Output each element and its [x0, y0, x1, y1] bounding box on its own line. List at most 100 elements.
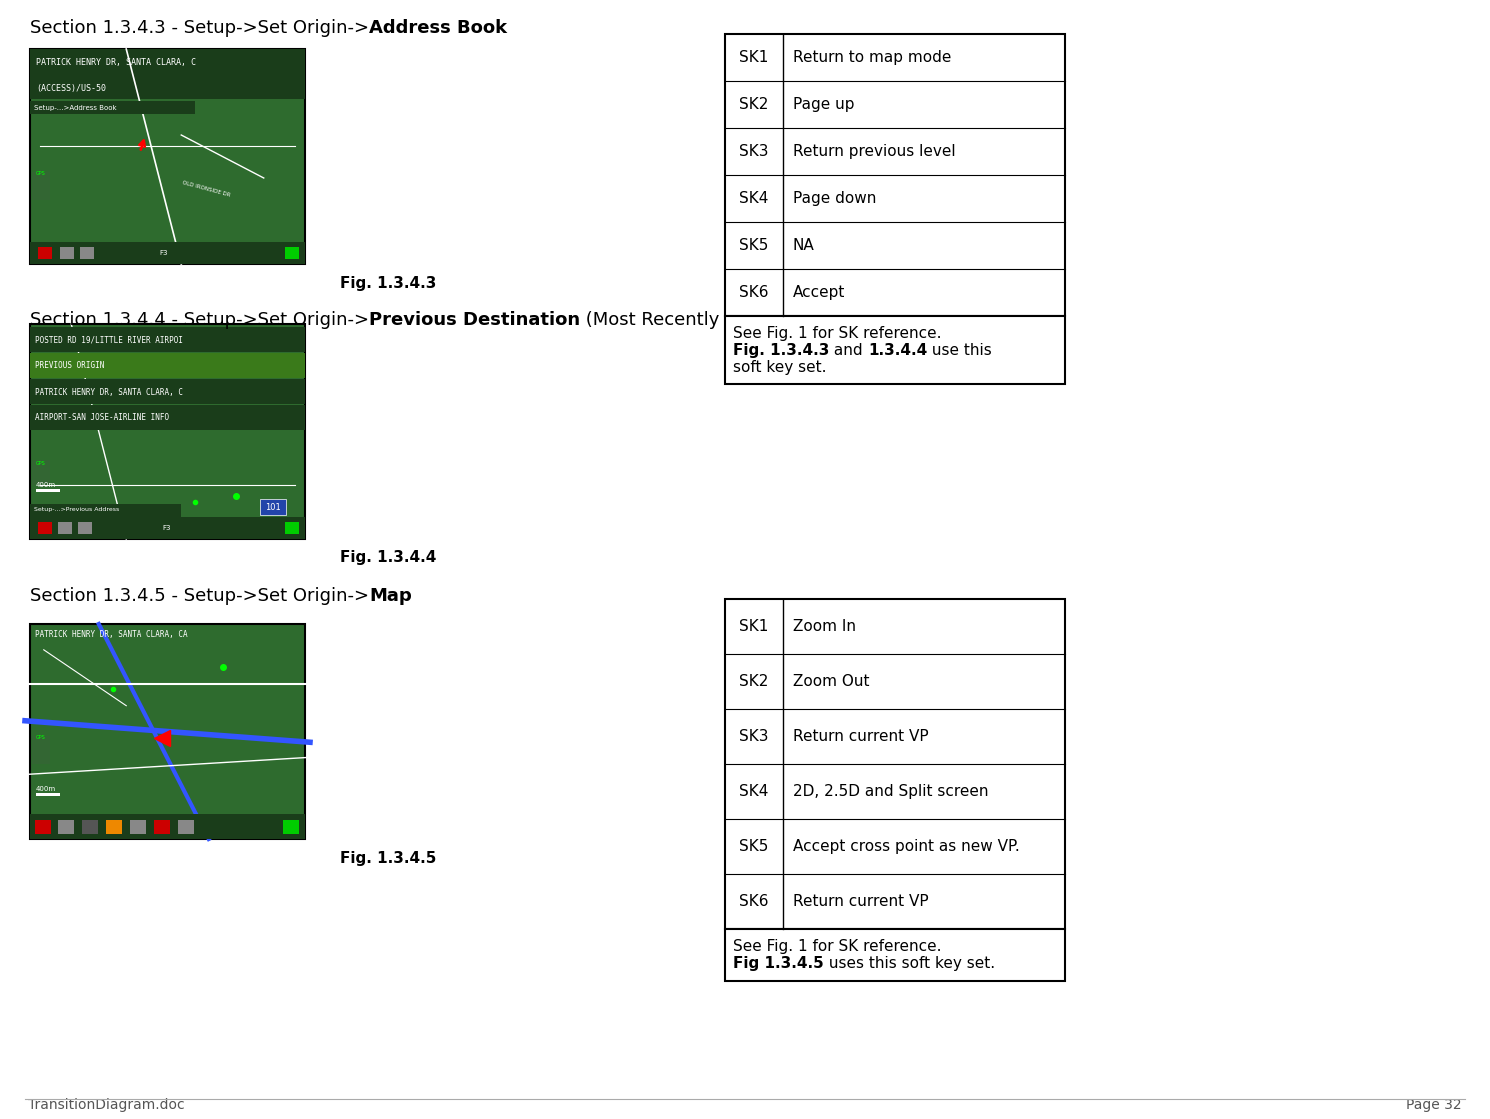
Text: 2D, 2.5D and Split screen: 2D, 2.5D and Split screen [793, 784, 988, 799]
Text: SK4: SK4 [739, 191, 769, 206]
Bar [39, 521, 52, 534]
Text: SK4: SK4 [739, 784, 769, 799]
Bar [82, 820, 98, 834]
Bar [36, 489, 60, 491]
Bar [31, 171, 51, 199]
Text: SK2: SK2 [739, 97, 769, 112]
Bar [30, 49, 305, 77]
Bar [153, 820, 170, 834]
Text: Page down: Page down [793, 191, 876, 206]
Bar [30, 325, 305, 539]
Text: Zoom In: Zoom In [793, 619, 855, 634]
Bar [60, 247, 74, 258]
Bar [30, 327, 305, 352]
Text: use this: use this [927, 344, 992, 358]
Bar [30, 77, 305, 98]
Bar [177, 820, 194, 834]
Bar [30, 49, 305, 264]
Bar [31, 460, 51, 486]
Text: Fig. 1.3.4.5: Fig. 1.3.4.5 [340, 852, 437, 866]
Text: GPS: GPS [36, 735, 46, 741]
Text: and: and [830, 344, 867, 358]
Bar [30, 379, 305, 404]
Bar [30, 242, 305, 264]
Text: Return previous level: Return previous level [793, 144, 955, 159]
Text: PATRICK HENRY DR, SANTA CLARA, CA: PATRICK HENRY DR, SANTA CLARA, CA [34, 630, 188, 639]
Text: SK5: SK5 [739, 238, 769, 253]
Text: F3: F3 [162, 525, 170, 532]
Bar [30, 517, 305, 539]
Text: See Fig. 1 for SK reference.: See Fig. 1 for SK reference. [733, 326, 942, 341]
Text: Section 1.3.4.3 - Setup->Set Origin->: Section 1.3.4.3 - Setup->Set Origin-> [30, 19, 370, 37]
Text: SK1: SK1 [739, 619, 769, 634]
Text: SK6: SK6 [739, 285, 769, 300]
Text: TransitionDiagram.doc: TransitionDiagram.doc [28, 1098, 185, 1112]
Text: Fig 1.3.4.5: Fig 1.3.4.5 [733, 956, 824, 971]
Text: (Most Recently Used Locations): (Most Recently Used Locations) [580, 311, 869, 329]
Text: Setup-...>Previous Address: Setup-...>Previous Address [34, 508, 119, 513]
Bar [30, 405, 305, 430]
Text: Page up: Page up [793, 97, 854, 112]
Bar [31, 736, 51, 764]
Text: Fig. 1.3.4.3: Fig. 1.3.4.3 [733, 344, 830, 358]
Text: GPS: GPS [36, 461, 46, 467]
Text: PATRICK HENRY DR, SANTA CLARA, C: PATRICK HENRY DR, SANTA CLARA, C [36, 58, 197, 67]
Text: Setup-...>Address Book: Setup-...>Address Book [34, 105, 116, 111]
Text: SK3: SK3 [739, 728, 769, 744]
Text: Fig. 1.3.4.4: Fig. 1.3.4.4 [340, 551, 437, 565]
Text: Return current VP: Return current VP [793, 894, 928, 909]
Text: 101: 101 [265, 502, 282, 511]
Bar [30, 504, 182, 517]
Text: Previous Destination: Previous Destination [370, 311, 580, 329]
Text: Return to map mode: Return to map mode [793, 50, 952, 65]
Bar [726, 34, 1065, 316]
Text: Fig. 1.3.4.3: Fig. 1.3.4.3 [340, 276, 437, 291]
Text: OLD IRONSIDE DR: OLD IRONSIDE DR [182, 180, 231, 198]
Text: soft key set.: soft key set. [733, 360, 827, 375]
Text: SK6: SK6 [739, 894, 769, 909]
Bar [39, 247, 52, 258]
Text: NA: NA [793, 238, 815, 253]
Bar [58, 521, 72, 534]
Text: Accept cross point as new VP.: Accept cross point as new VP. [793, 839, 1019, 854]
Text: Address Book: Address Book [370, 19, 507, 37]
Text: 400m: 400m [36, 481, 57, 488]
Bar [30, 101, 195, 114]
Bar [106, 820, 122, 834]
Bar [130, 820, 146, 834]
Bar [36, 793, 60, 796]
Text: uses this soft key set.: uses this soft key set. [824, 956, 995, 971]
Bar [726, 316, 1065, 384]
Text: PATRICK HENRY DR, SANTA CLARA, C: PATRICK HENRY DR, SANTA CLARA, C [34, 387, 183, 396]
Text: Section 1.3.4.5 - Setup->Set Origin->: Section 1.3.4.5 - Setup->Set Origin-> [30, 587, 370, 605]
Bar [285, 521, 299, 534]
Text: 400m: 400m [36, 786, 57, 792]
Text: Zoom Out: Zoom Out [793, 674, 870, 689]
Bar [30, 352, 305, 378]
Bar [726, 929, 1065, 981]
Bar [283, 820, 299, 834]
Text: (ACCESS)/US-50: (ACCESS)/US-50 [36, 84, 106, 93]
Text: AIRPORT-SAN JOSE-AIRLINE INFO: AIRPORT-SAN JOSE-AIRLINE INFO [34, 414, 170, 423]
Text: Section 1.3.4.4 - Setup->Set Origin->: Section 1.3.4.4 - Setup->Set Origin-> [30, 311, 370, 329]
Text: Accept: Accept [793, 285, 845, 300]
Text: 1.3.4.4: 1.3.4.4 [867, 344, 927, 358]
Text: SK5: SK5 [739, 839, 769, 854]
Text: Page 32: Page 32 [1407, 1098, 1462, 1112]
Bar [259, 499, 286, 515]
Text: GPS: GPS [36, 171, 46, 176]
Bar [80, 247, 94, 258]
Text: F3: F3 [159, 250, 167, 256]
Bar [30, 624, 305, 839]
Bar [285, 247, 299, 258]
Text: SK1: SK1 [739, 50, 769, 65]
Text: Map: Map [370, 587, 411, 605]
Bar [77, 521, 92, 534]
Text: SK2: SK2 [739, 674, 769, 689]
Text: SK3: SK3 [739, 144, 769, 159]
Bar [30, 814, 305, 839]
Text: POSTED RD 19/LITTLE RIVER AIRPOI: POSTED RD 19/LITTLE RIVER AIRPOI [34, 336, 183, 345]
Text: Return current VP: Return current VP [793, 728, 928, 744]
Bar [58, 820, 74, 834]
Bar [34, 820, 51, 834]
